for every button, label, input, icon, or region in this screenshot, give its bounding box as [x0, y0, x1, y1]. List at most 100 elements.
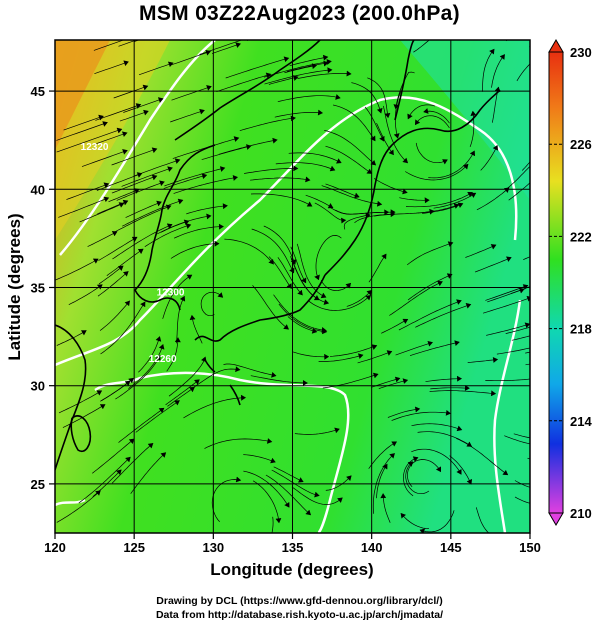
streamline — [268, 76, 299, 85]
streamline — [322, 373, 379, 389]
credits: Drawing by DCL (https://www.gfd-dennou.o… — [0, 594, 599, 622]
streamline — [514, 496, 530, 504]
streamline — [167, 387, 195, 407]
streamline — [277, 95, 341, 103]
streamline-arrow — [489, 48, 495, 55]
streamline-arrow — [158, 97, 164, 103]
streamline-arrow — [346, 475, 352, 481]
streamline-arrow — [358, 353, 364, 359]
streamline-arrow — [123, 60, 129, 66]
streamline — [162, 274, 192, 319]
streamline-arrow — [538, 148, 543, 153]
streamline — [290, 246, 307, 283]
streamline — [482, 297, 530, 314]
streamline — [411, 448, 462, 475]
streamline — [115, 355, 161, 400]
streamline-arrow — [317, 109, 323, 116]
streamline-arrow — [436, 466, 441, 473]
streamline — [97, 271, 129, 297]
streamline-arrow — [456, 299, 462, 305]
streamline-arrow — [93, 258, 99, 264]
streamline-arrow — [205, 50, 211, 56]
streamline — [250, 375, 308, 384]
streamline — [476, 187, 510, 211]
streamline — [400, 513, 430, 530]
streamline — [243, 454, 276, 463]
streamline-arrow — [305, 176, 311, 183]
streamline-arrow — [453, 203, 460, 209]
streamline-arrow — [377, 107, 383, 114]
contour-line — [55, 96, 518, 367]
streamline-arrow — [326, 59, 332, 65]
streamline — [101, 378, 134, 401]
streamline — [113, 85, 148, 99]
streamline — [485, 378, 530, 382]
y-tick-label: 25 — [31, 477, 45, 492]
streamline — [170, 243, 219, 259]
streamline — [296, 243, 327, 298]
streamline-arrow — [283, 324, 289, 330]
streamline-arrow — [335, 94, 341, 100]
streamline — [125, 201, 162, 218]
streamline-arrow — [275, 517, 282, 524]
streamline — [516, 63, 530, 82]
streamline — [200, 291, 223, 317]
streamline — [314, 202, 346, 221]
streamline — [225, 57, 289, 79]
streamline — [504, 435, 530, 445]
streamline — [122, 199, 183, 227]
streamline — [415, 115, 450, 129]
streamline — [505, 40, 508, 42]
coastline-islands — [204, 359, 241, 406]
streamline-arrow — [284, 502, 290, 508]
streamline — [135, 400, 180, 433]
streamline-arrow — [502, 470, 509, 476]
streamline-arrow — [235, 42, 241, 48]
coastlines — [55, 40, 501, 471]
streamline — [315, 235, 342, 280]
streamline-arrow — [206, 213, 212, 220]
streamline — [523, 256, 530, 261]
streamline — [486, 323, 530, 336]
streamline — [405, 461, 430, 495]
streamline-arrow — [302, 380, 308, 386]
streamline — [325, 183, 360, 198]
streamline-arrow — [470, 110, 477, 117]
streamline-arrow — [81, 330, 87, 336]
streamline-arrow — [314, 491, 320, 498]
streamline — [95, 104, 141, 121]
coastline-sakhalin — [394, 40, 415, 121]
streamline-arrow — [543, 443, 548, 448]
streamline — [173, 176, 238, 194]
streamline-arrow — [298, 477, 304, 483]
streamline-arrow — [499, 54, 505, 60]
streamline — [368, 441, 397, 469]
streamline-arrow — [103, 196, 110, 202]
streamline — [430, 387, 470, 390]
streamline-arrow — [314, 295, 320, 301]
streamline-arrow — [189, 314, 196, 321]
streamline-arrow — [391, 441, 398, 447]
streamline-arrow — [390, 209, 396, 216]
streamline-arrow — [240, 394, 246, 401]
colorbar-min-triangle — [548, 512, 564, 526]
streamline-arrow — [96, 390, 103, 396]
streamline — [55, 258, 99, 281]
streamline-arrow — [346, 70, 352, 77]
streamline — [351, 82, 382, 114]
streamline — [94, 61, 129, 75]
streamline — [487, 288, 525, 303]
streamline — [482, 48, 495, 92]
streamline-arrow — [412, 456, 419, 462]
streamline-arrow — [337, 497, 343, 503]
streamline — [415, 142, 448, 164]
streamline-arrow — [400, 512, 406, 519]
y-tick-labels: 25 30 35 40 45 — [31, 84, 45, 492]
streamline — [508, 182, 530, 201]
streamline — [56, 128, 122, 153]
streamline — [330, 345, 377, 357]
streamline-arrow — [414, 406, 421, 413]
streamline-arrow — [498, 537, 503, 542]
streamline-arrow — [427, 341, 433, 347]
streamline-arrow — [168, 61, 174, 67]
